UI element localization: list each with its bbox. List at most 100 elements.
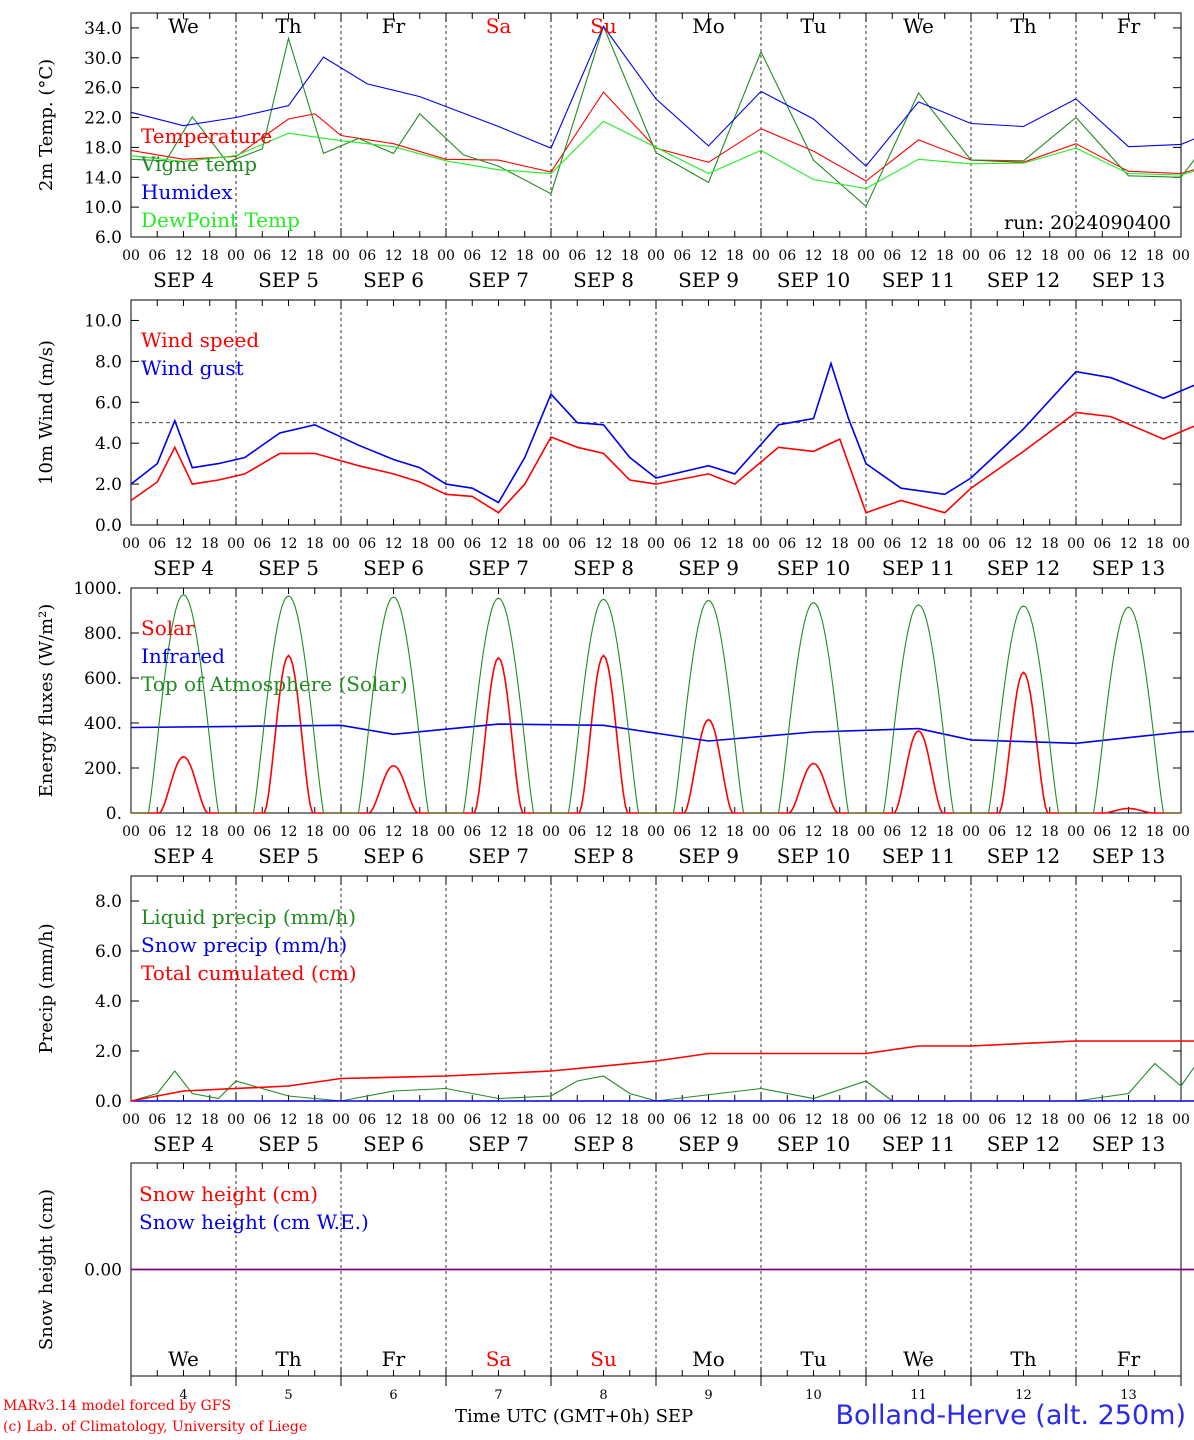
panel3-hour-label: 12	[805, 824, 823, 840]
panel1-legend-4: DewPoint Temp	[141, 208, 300, 232]
panel3-hour-label: 12	[1120, 824, 1138, 840]
bottom-day-number: 6	[389, 1388, 397, 1403]
panel3-date-label: SEP 7	[468, 844, 529, 868]
panel4-date-label: SEP 13	[1092, 1132, 1166, 1156]
panel1-hour-label: 18	[201, 248, 219, 264]
panel2-legend-2: Wind gust	[141, 356, 244, 380]
panel3-hour-label: 06	[148, 824, 166, 840]
panel4-date-label: SEP 6	[363, 1132, 424, 1156]
panel2-ylabel: 10m Wind (m/s)	[36, 340, 57, 485]
panel1-date-label: SEP 7	[468, 268, 529, 292]
panel1-hour-label: 18	[621, 248, 639, 264]
panel2-hour-label: 18	[306, 536, 324, 552]
weekday-label-top: Th	[275, 14, 301, 38]
panel1-hour-label: 18	[306, 248, 324, 264]
panel4-hour-label: 18	[516, 1112, 534, 1128]
panel3-hour-label: 18	[411, 824, 429, 840]
panel2-hour-label: 00	[542, 536, 560, 552]
panel1-hour-label: 18	[1146, 248, 1164, 264]
panel1-date-label: SEP 8	[573, 268, 634, 292]
panel4-hour-label: 18	[936, 1112, 954, 1128]
panel3-hour-label: 00	[1067, 824, 1085, 840]
panel1-hour-label: 12	[280, 248, 298, 264]
panel4-hour-label: 18	[411, 1112, 429, 1128]
panel3-hour-label: 18	[936, 824, 954, 840]
panel1-hour-label: 00	[647, 248, 665, 264]
panel3-date-label: SEP 12	[987, 844, 1061, 868]
panel4-hour-label: 00	[647, 1112, 665, 1128]
panel4-hour-label: 00	[1172, 1112, 1190, 1128]
panel1-hour-label: 12	[175, 248, 193, 264]
panel1-hour-label: 06	[568, 248, 586, 264]
panel4-ytick-label: 2.0	[95, 1042, 122, 1062]
panel4-hour-label: 18	[306, 1112, 324, 1128]
panel2-ytick-label: 4.0	[95, 434, 122, 454]
panel3-legend-2: Infrared	[141, 644, 225, 668]
panel1-date-label: SEP 12	[987, 268, 1061, 292]
panel1-hour-label: 00	[962, 248, 980, 264]
panel1-hour-label: 00	[857, 248, 875, 264]
weekday-label-top: Su	[590, 14, 617, 38]
panel1-date-label: SEP 10	[777, 268, 851, 292]
panel3-hour-label: 00	[437, 824, 455, 840]
panel3-ytick-label: 800.	[84, 624, 122, 644]
panel1-series-temperature	[130, 91, 1194, 182]
panel3-hour-label: 18	[201, 824, 219, 840]
panel2-hour-label: 12	[700, 536, 718, 552]
panel3-hour-label: 06	[568, 824, 586, 840]
panel3-hour-label: 12	[595, 824, 613, 840]
panel3-hour-label: 00	[122, 824, 140, 840]
panel1-series-dewpoint-temp	[130, 120, 1194, 190]
panel1-ylabel: 2m Temp. (°C)	[36, 59, 57, 191]
panel2-hour-label: 06	[253, 536, 271, 552]
weekday-label-bottom: We	[168, 1347, 199, 1371]
bottom-day-number: 8	[599, 1388, 607, 1403]
panel4-hour-label: 06	[358, 1112, 376, 1128]
panel1-series-humidex	[130, 25, 1194, 167]
panel1-legend-1: Temperature	[141, 124, 272, 148]
bottom-day-number: 9	[704, 1388, 712, 1403]
panel2-hour-label: 12	[1120, 536, 1138, 552]
panel1-ytick-label: 22.0	[84, 109, 122, 129]
panel2-hour-label: 00	[857, 536, 875, 552]
panel2-ytick-label: 2.0	[95, 475, 122, 495]
panel2-date-label: SEP 8	[573, 556, 634, 580]
panel4-hour-label: 06	[883, 1112, 901, 1128]
panel3-hour-label: 18	[516, 824, 534, 840]
panel1-ytick-label: 10.0	[84, 198, 122, 218]
panel1-hour-label: 06	[358, 248, 376, 264]
panel4-hour-label: 00	[857, 1112, 875, 1128]
panel2-ytick-label: 10.0	[84, 311, 122, 331]
panel5-ytick-label: 0.00	[84, 1261, 122, 1281]
panel3-ylabel: Energy fluxes (W/m²)	[36, 604, 57, 798]
panel4-hour-label: 12	[1015, 1112, 1033, 1128]
panel1-hour-label: 12	[385, 248, 403, 264]
panel2-hour-label: 12	[175, 536, 193, 552]
panel2-date-label: SEP 11	[882, 556, 956, 580]
panel4-ytick-label: 4.0	[95, 992, 122, 1012]
panel1-hour-label: 12	[805, 248, 823, 264]
panel1-hour-label: 18	[411, 248, 429, 264]
weekday-label-bottom: Tu	[800, 1347, 826, 1371]
panel1-ytick-label: 30.0	[84, 49, 122, 69]
panel2-hour-label: 00	[1172, 536, 1190, 552]
panel4-hour-label: 12	[1120, 1112, 1138, 1128]
panel1-hour-label: 00	[122, 248, 140, 264]
panel1-hour-label: 06	[988, 248, 1006, 264]
panel4-hour-label: 06	[988, 1112, 1006, 1128]
panel3-hour-label: 00	[962, 824, 980, 840]
panel2-hour-label: 18	[726, 536, 744, 552]
panel2-hour-label: 06	[568, 536, 586, 552]
panel5-legend-1: Snow height (cm)	[139, 1182, 318, 1206]
weekday-label-bottom: Fr	[1117, 1347, 1141, 1371]
panel4-hour-label: 06	[148, 1112, 166, 1128]
panel4-date-label: SEP 4	[153, 1132, 214, 1156]
panel1-hour-label: 12	[490, 248, 508, 264]
panel2-series-wind-speed	[130, 411, 1194, 514]
panel4-date-label: SEP 12	[987, 1132, 1061, 1156]
panel2-hour-label: 06	[778, 536, 796, 552]
panel3-date-label: SEP 5	[258, 844, 319, 868]
panel1-hour-label: 00	[332, 248, 350, 264]
panel4-date-label: SEP 8	[573, 1132, 634, 1156]
panel2-hour-label: 00	[122, 536, 140, 552]
